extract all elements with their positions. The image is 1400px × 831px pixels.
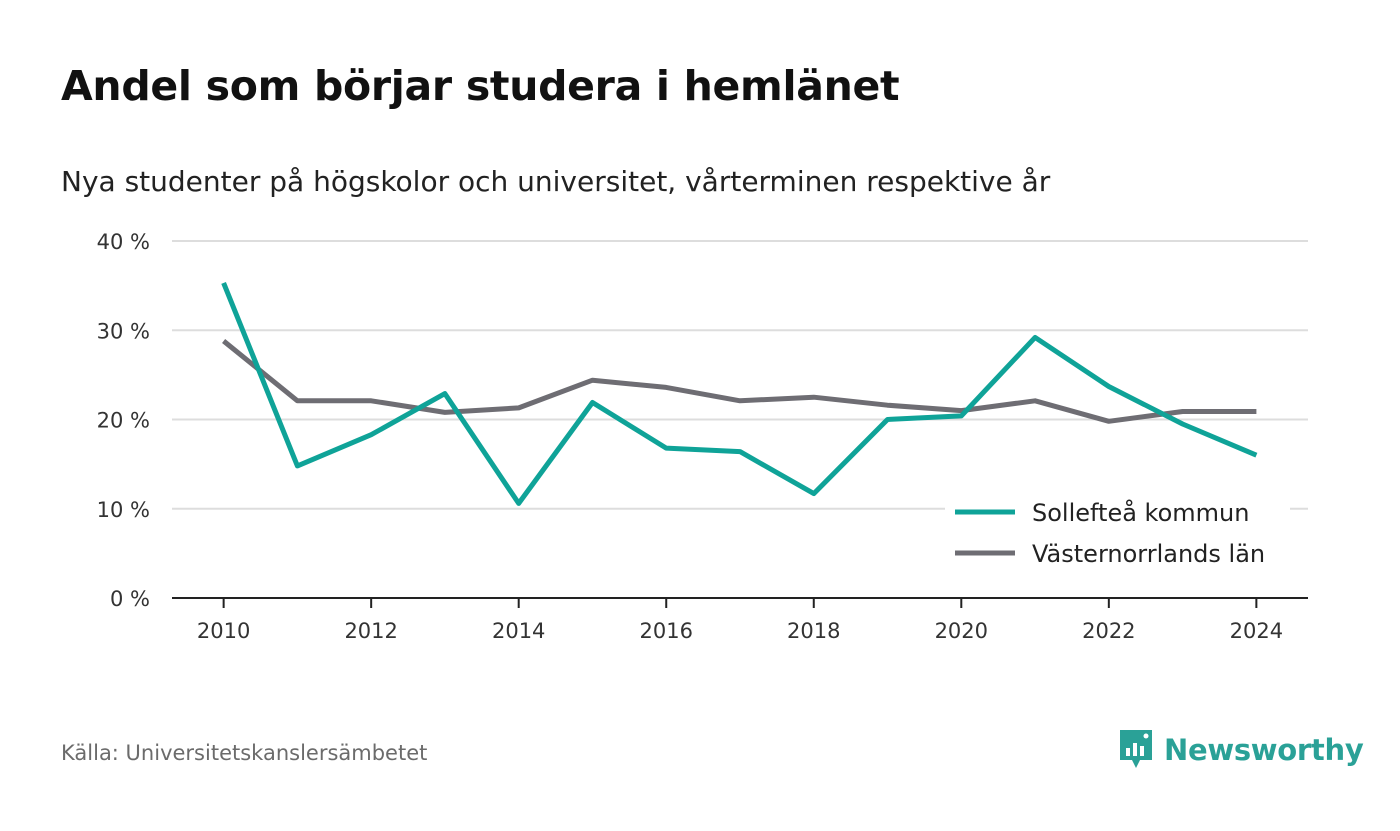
series-line-solleftea (221, 281, 1258, 506)
legend-label-vasternorrland: Västernorrlands län (1032, 540, 1265, 568)
y-tick-label: 30 % (97, 319, 150, 343)
line-chart: 0 % 10 % 20 % 30 % 40 % 2010 2012 2014 2016 2018… (97, 230, 1308, 643)
series-line-vasternorrland (222, 339, 1257, 424)
legend-label-solleftea: Sollefteå kommun (1032, 498, 1249, 527)
series-lines (221, 281, 1258, 506)
brand-logo: Newsworthy (1118, 728, 1364, 772)
chart-title: Andel som börjar studera i hemlänet (61, 62, 900, 110)
y-tick-label: 40 % (97, 230, 150, 254)
y-tick-label: 0 % (110, 587, 150, 611)
x-tick-label: 2022 (1082, 619, 1135, 643)
x-tick-label: 2024 (1230, 619, 1283, 643)
x-tick-label: 2012 (344, 619, 397, 643)
x-tick-label: 2020 (935, 619, 988, 643)
x-tick-label: 2010 (197, 619, 250, 643)
x-axis-ticks: 2010 2012 2014 2016 2018 2020 2022 2024 (172, 597, 1308, 643)
x-tick-label: 2018 (787, 619, 840, 643)
grid-lines (172, 240, 1308, 510)
x-tick-label: 2014 (492, 619, 545, 643)
y-tick-label: 10 % (97, 498, 150, 522)
legend: Sollefteå kommun Västernorrlands län (945, 492, 1290, 580)
y-axis-tick-labels: 0 % 10 % 20 % 30 % 40 % (97, 230, 150, 611)
brand-name: Newsworthy (1164, 733, 1364, 767)
chart-subtitle: Nya studenter på högskolor och universit… (61, 165, 1051, 198)
legend-background (945, 492, 1290, 580)
x-tick-label: 2016 (640, 619, 693, 643)
source-note: Källa: Universitetskanslersämbetet (61, 741, 428, 765)
y-tick-label: 20 % (97, 409, 150, 433)
newsworthy-logo-icon (1120, 730, 1152, 768)
